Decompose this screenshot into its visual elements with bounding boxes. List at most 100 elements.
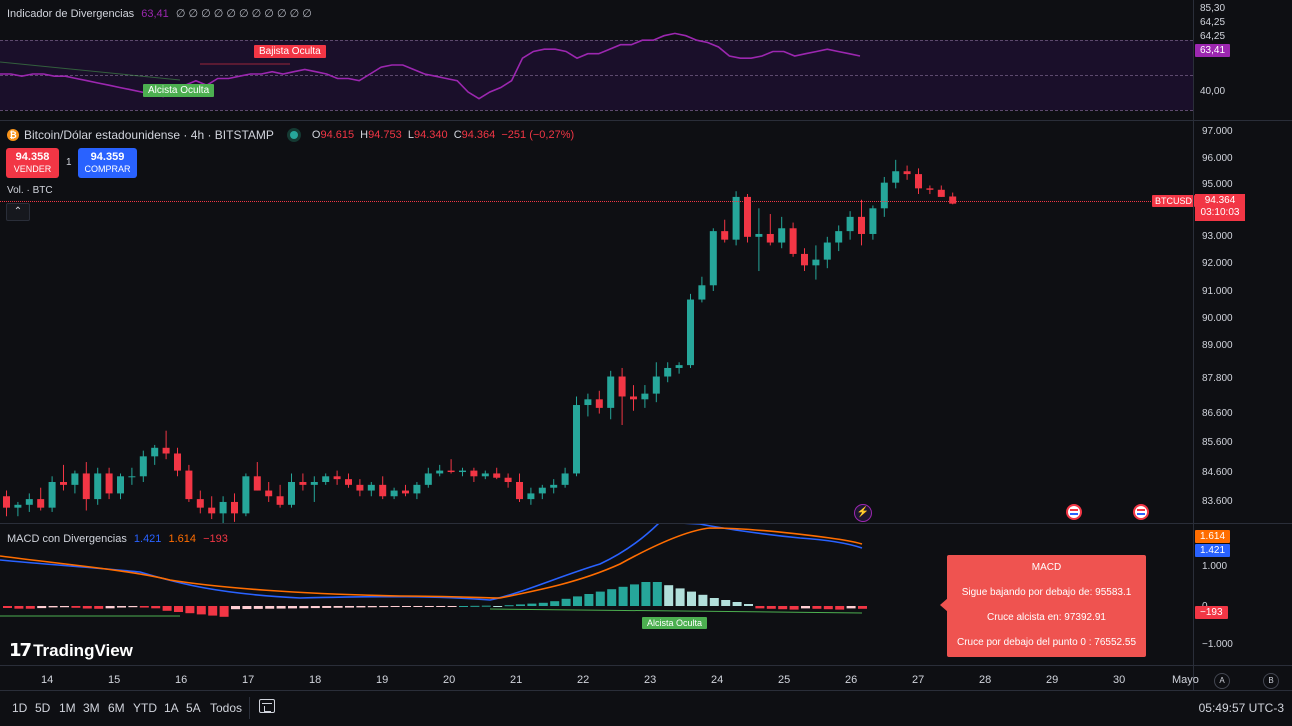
tooltip-line: Cruce alcista en: 97392.91 xyxy=(987,612,1106,623)
macd-histogram-bar xyxy=(82,606,92,609)
lightning-event-icon[interactable]: ⚡ xyxy=(854,504,872,522)
range-6m[interactable]: 6M xyxy=(108,701,125,715)
candle xyxy=(504,473,512,488)
macd-pane[interactable]: MACD con Divergencias 1.421 1.614 −193 A… xyxy=(0,524,1193,666)
range-1d[interactable]: 1D xyxy=(12,701,28,715)
macd-histogram-bar xyxy=(128,606,138,608)
macd-histogram-bar xyxy=(94,606,104,609)
date-axis-label: 25 xyxy=(778,674,791,686)
us-flag-event-icon[interactable] xyxy=(1066,504,1082,520)
macd-histogram-bar xyxy=(185,606,195,614)
spread-value: 1 xyxy=(66,157,72,168)
macd-histogram-bar xyxy=(481,605,491,607)
range-1m[interactable]: 1M xyxy=(59,701,76,715)
market-status-icon xyxy=(289,131,298,139)
macd-histogram-bar xyxy=(310,606,320,609)
date-axis-label: 21 xyxy=(510,674,523,686)
macd-histogram-bar xyxy=(607,589,617,606)
candle xyxy=(413,482,421,500)
time-axis[interactable]: 14 15 16 17 18 19 20 21 22 23 24 25 26 27 28 29 30 Mayo xyxy=(0,666,1199,690)
auto-scale-button[interactable]: A xyxy=(1214,673,1230,689)
macd-histogram-bar xyxy=(402,606,411,607)
candle xyxy=(219,496,227,523)
macd-histogram-bar xyxy=(584,594,594,606)
rsi-title: Indicador de Divergencias xyxy=(7,8,135,20)
candle xyxy=(880,176,888,217)
range-5d[interactable]: 5D xyxy=(35,701,51,715)
volume-label[interactable]: Vol. · BTC xyxy=(7,185,53,196)
candle xyxy=(949,192,957,205)
macd-price-axis[interactable]: 1.614 1.421 1.000 0 −193 −1.000 xyxy=(1194,524,1292,666)
candle xyxy=(310,476,318,502)
main-price-axis[interactable]: 94.364 03:10:03 97.000 96.000 95.000 93.000… xyxy=(1194,121,1292,523)
date-axis-label: 27 xyxy=(912,674,925,686)
macd-signal-tag: 1.614 xyxy=(1195,530,1231,543)
buy-button[interactable]: 94.359 COMPRAR xyxy=(78,148,137,178)
candle xyxy=(390,487,398,500)
macd-signal-line xyxy=(0,527,863,599)
candle xyxy=(664,362,672,383)
candle xyxy=(732,191,740,246)
candle xyxy=(584,393,592,417)
rsi-band-top-line xyxy=(0,40,1193,41)
macd-histogram-bar xyxy=(288,606,297,609)
candle xyxy=(196,490,204,514)
main-price-pane[interactable]: ₿ Bitcoin/Dólar estadounidense · 4h · BI… xyxy=(0,121,1196,523)
range-3m[interactable]: 3M xyxy=(83,701,100,715)
candle xyxy=(607,370,615,420)
candle xyxy=(459,467,466,477)
tooltip-pointer xyxy=(940,598,948,612)
price-axis-label: 97.000 xyxy=(1202,126,1233,137)
tooltip-title: MACD xyxy=(1031,562,1062,573)
log-scale-button[interactable]: B xyxy=(1263,673,1279,689)
price-axis-label: 90.000 xyxy=(1202,313,1233,324)
us-flag-event-icon[interactable] xyxy=(1133,504,1149,520)
macd-histogram-bar xyxy=(459,606,468,607)
range-todos[interactable]: Todos xyxy=(210,701,243,715)
macd-histogram-bar xyxy=(447,606,457,607)
clock-timezone[interactable]: 05:49:57 UTC-3 xyxy=(1198,701,1284,715)
range-5a[interactable]: 5A xyxy=(186,701,201,715)
candle xyxy=(823,236,831,269)
date-axis-label: 19 xyxy=(376,674,389,686)
candle xyxy=(3,490,10,517)
macd-histogram-bar xyxy=(345,606,354,608)
macd-histogram-bar xyxy=(561,598,571,606)
candle xyxy=(128,467,136,485)
date-axis-label: 15 xyxy=(108,674,121,686)
ohlc-high: 94.753 xyxy=(368,129,402,141)
pane-separator[interactable] xyxy=(0,120,1292,121)
sell-button[interactable]: 94.358 VENDER xyxy=(6,148,59,178)
candle xyxy=(892,159,900,189)
go-to-date-calendar-icon[interactable] xyxy=(259,699,275,713)
candle xyxy=(94,467,102,505)
candle xyxy=(687,293,694,368)
macd-histogram-bar xyxy=(573,596,582,606)
rsi-band-bot-line xyxy=(0,110,1193,111)
candle xyxy=(493,467,501,480)
macd-histogram-bar xyxy=(151,606,161,609)
candle xyxy=(185,464,193,502)
rsi-pane[interactable]: Indicador de Divergencias 63,41 ∅ ∅ ∅ ∅ … xyxy=(0,0,1193,120)
tradingview-logo[interactable]: 𝟭𝟳 TradingView xyxy=(9,640,133,661)
candle xyxy=(538,484,546,500)
range-ytd[interactable]: YTD xyxy=(133,701,157,715)
tradingview-logo-icon: 𝟭𝟳 xyxy=(9,640,32,660)
range-1a[interactable]: 1A xyxy=(164,701,179,715)
macd-histogram-bar xyxy=(823,606,833,610)
symbol-title[interactable]: Bitcoin/Dólar estadounidense · 4h · BITS… xyxy=(24,128,274,142)
macd-histogram-bar xyxy=(846,606,856,609)
price-axis-label: 87.800 xyxy=(1202,373,1233,384)
macd-histogram-bar xyxy=(253,606,263,609)
candle xyxy=(550,479,558,494)
date-axis-label: 14 xyxy=(41,674,54,686)
collapse-toggle[interactable]: ⌃ xyxy=(6,203,30,221)
rsi-price-axis[interactable]: 85,30 64,25 64,25 63,41 40,00 xyxy=(1194,0,1292,120)
last-price-line xyxy=(0,201,1193,202)
macd-hist-value: −193 xyxy=(203,533,228,545)
macd-histogram-bar xyxy=(139,606,149,608)
candle xyxy=(915,168,922,195)
ohlc-h-label: H xyxy=(360,129,369,141)
pane-separator[interactable] xyxy=(0,523,1292,524)
macd-title: MACD con Divergencias xyxy=(7,533,127,545)
